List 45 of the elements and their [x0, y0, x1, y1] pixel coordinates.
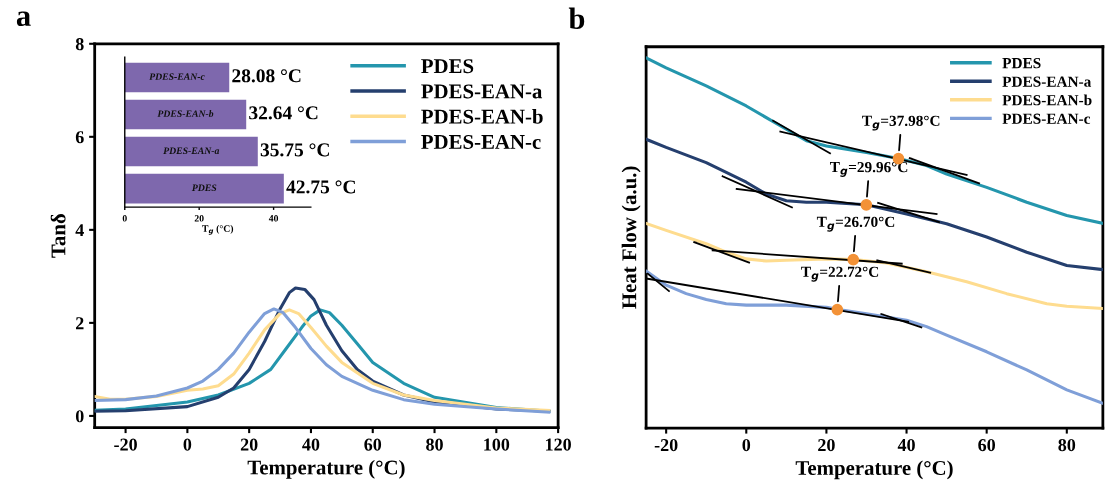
y-axis-title: Tanδ — [50, 214, 66, 258]
x-tick-label: 0 — [742, 438, 751, 452]
y-tick-label: PDES — [191, 184, 217, 192]
legend-label: PDES-EAN-b — [421, 109, 543, 124]
annotation: T$_{g}$=26.70°C — [816, 216, 895, 232]
x-axis-title: Temperature (°C) — [795, 460, 953, 480]
x-tick-label: 40 — [302, 438, 320, 451]
legend-label: PDES-EAN-a — [421, 84, 543, 99]
y-tick-label: 4 — [75, 224, 84, 237]
annotation: T$_{g}$=37.98°C — [862, 115, 940, 131]
y-axis-title: Heat Flow (a.u.) — [621, 166, 641, 309]
text: a — [16, 11, 31, 27]
legend-label: PDES — [1002, 58, 1041, 69]
data-label: 35.75 °C — [260, 143, 329, 157]
x-tick-label: 120 — [546, 438, 571, 451]
y-tick-label: 6 — [75, 131, 84, 144]
data-label: 28.08 °C — [232, 69, 301, 83]
x-tick-label: 40 — [268, 215, 279, 222]
x-tick-label: 80 — [426, 438, 443, 451]
x-tick-label: 20 — [818, 438, 835, 452]
x-tick-label: -20 — [654, 438, 678, 452]
x-tick-label: 20 — [240, 438, 258, 451]
y-tick-label: 0 — [75, 410, 84, 423]
data-label: 42.75 °C — [286, 180, 356, 194]
legend-label: PDES-EAN-a — [1002, 76, 1092, 87]
data-label: 32.64 °C — [249, 106, 318, 120]
legend-label: PDES — [421, 59, 474, 74]
legend-label: PDES-EAN-b — [1002, 94, 1092, 106]
annotation: T$_{g}$=22.72°C — [801, 266, 879, 282]
x-tick-label: 20 — [194, 215, 204, 222]
x-tick-label: -20 — [114, 438, 137, 451]
x-tick-label: 100 — [484, 438, 510, 451]
legend-label: PDES-EAN-c — [421, 134, 541, 149]
text: b — [568, 7, 585, 30]
x-axis-title: Temperature (°C) — [247, 459, 405, 479]
x-tick-label: 60 — [978, 438, 996, 452]
y-tick-label: 8 — [75, 38, 84, 51]
y-tick-label: 2 — [76, 317, 84, 330]
legend-label: PDES-EAN-c — [1002, 113, 1091, 124]
x-tick-label: 0 — [122, 215, 127, 222]
annotation: T$_{g}$=29.96°C — [829, 161, 908, 177]
x-tick-label: 80 — [1058, 438, 1076, 452]
x-tick-label: 60 — [364, 438, 382, 451]
x-tick-label: 40 — [897, 438, 915, 452]
x-axis-title: T$_{g}$ (°C) — [202, 224, 234, 235]
